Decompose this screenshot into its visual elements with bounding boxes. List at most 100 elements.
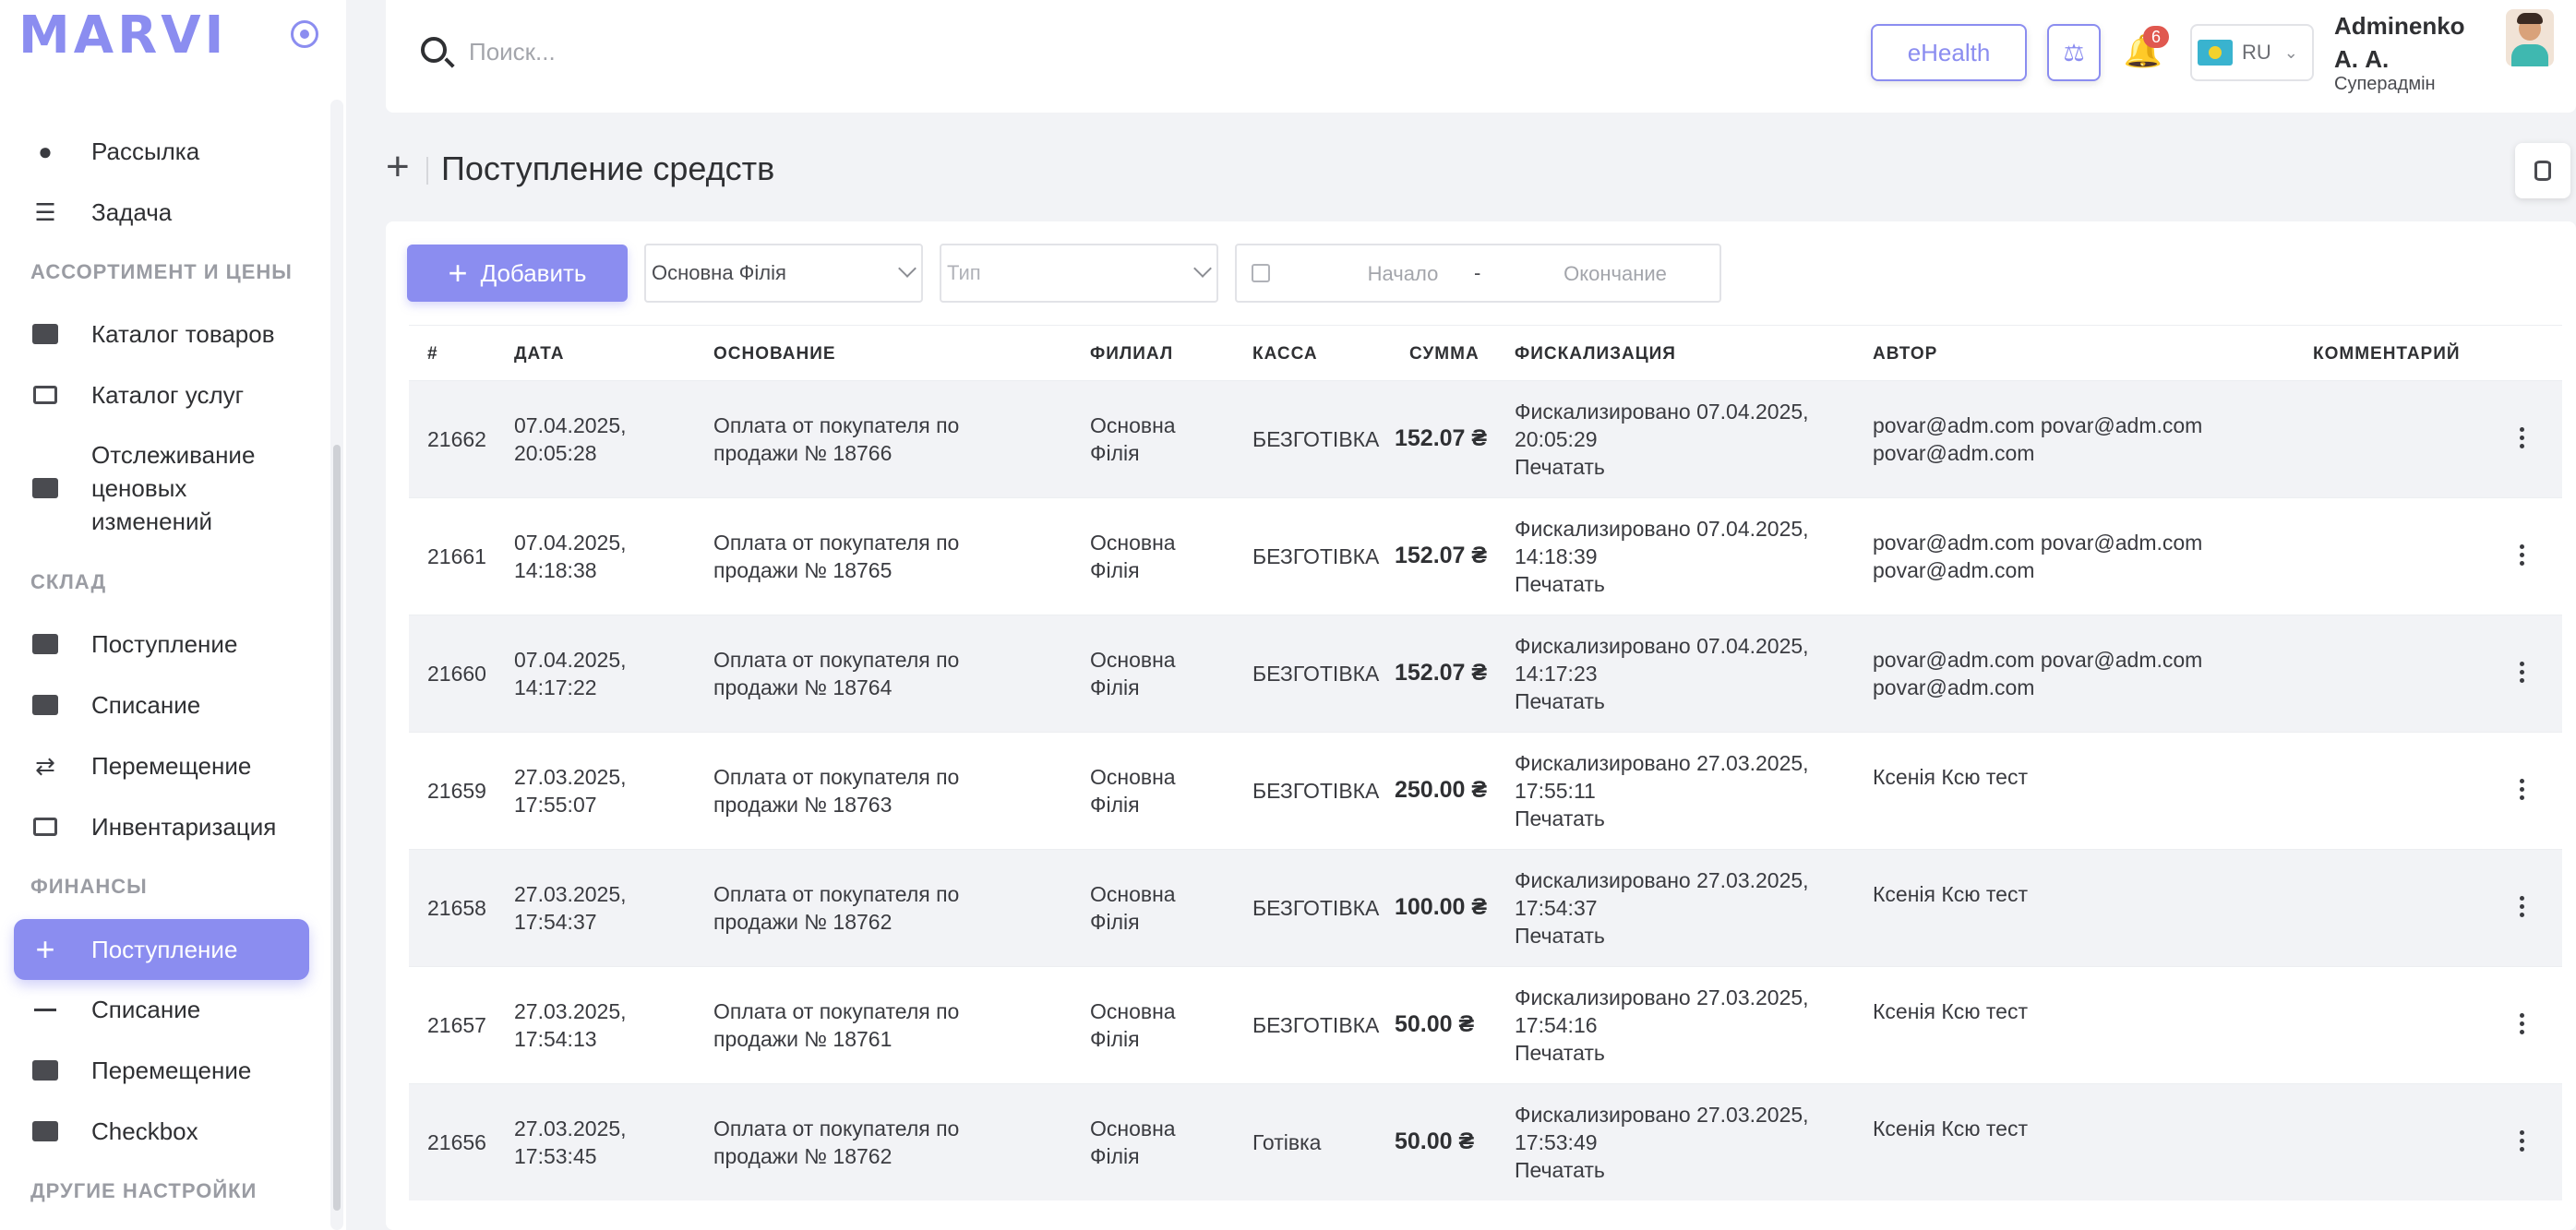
sidebar-item-warehouse-writeoff[interactable]: Списание xyxy=(14,688,309,722)
transfer-arrows-icon: ⇄ xyxy=(35,751,55,780)
section-assortment: АССОРТИМЕНТ И ЦЕНЫ xyxy=(30,260,293,283)
row-author: Ксенія Ксю тест xyxy=(1873,882,2028,906)
print-link[interactable]: Печатать xyxy=(1515,572,1605,596)
date-range-picker[interactable]: Начало - Окончание xyxy=(1235,244,1721,303)
language-select[interactable]: RU ⌄ xyxy=(2190,24,2314,81)
search-input[interactable] xyxy=(469,31,1207,72)
table-row[interactable]: 21659 27.03.2025, 17:55:07 Оплата от пок… xyxy=(409,732,2562,849)
row-fiscalization: Фискализировано 07.04.2025, xyxy=(1515,634,1809,658)
marvi-logo[interactable]: MARVI xyxy=(18,6,228,66)
row-fiscalization: Фискализировано 27.03.2025, xyxy=(1515,868,1809,892)
page-title: Поступление средств xyxy=(441,149,775,187)
sidebar-item-price-tracking[interactable]: Отслеживание ценовых изменений xyxy=(14,437,309,539)
row-actions-icon[interactable] xyxy=(2520,1013,2525,1038)
user-name[interactable]: Adminenko А. А. xyxy=(2334,12,2465,73)
sidebar-item-service-catalog[interactable]: Каталог услуг xyxy=(14,378,309,412)
print-link[interactable]: Печатать xyxy=(1515,924,1605,948)
column-header-fiscalization[interactable]: ФИСКАЛИЗАЦИЯ xyxy=(1515,344,1676,364)
table-row[interactable]: 21660 07.04.2025, 14:17:22 Оплата от пок… xyxy=(409,615,2562,732)
date-end-input[interactable]: Окончание xyxy=(1564,262,1667,285)
row-date: 27.03.2025, xyxy=(514,882,627,906)
row-actions-icon[interactable] xyxy=(2520,544,2525,569)
column-header-id[interactable]: # xyxy=(427,344,438,364)
row-fiscalization-time: 14:17:23 xyxy=(1515,662,1598,686)
sidebar-scrollbar-thumb[interactable] xyxy=(333,445,341,1211)
print-link[interactable]: Печатать xyxy=(1515,689,1605,713)
plus-icon: + xyxy=(35,930,55,968)
column-header-comment[interactable]: КОММЕНТАРИЙ xyxy=(2313,344,2461,364)
sidebar-item-checkbox[interactable]: Checkbox xyxy=(14,1115,309,1148)
sidebar-collapse-icon[interactable] xyxy=(291,20,318,48)
print-link[interactable]: Печатать xyxy=(1515,1041,1605,1065)
money-transfer-icon xyxy=(30,1057,60,1083)
row-sum: 250.00 ₴ xyxy=(1395,777,1488,803)
sidebar-item-inventory[interactable]: Инвентаризация xyxy=(14,810,309,843)
row-cashbox: БЕЗГОТІВКА xyxy=(1252,779,1380,803)
date-separator: - xyxy=(1474,261,1481,284)
avatar[interactable] xyxy=(2506,9,2554,66)
table-header: # ДАТА ОСНОВАНИЕ ФИЛИАЛ КАССА СУММА ФИСК… xyxy=(409,325,2562,380)
row-fiscalization-time: 17:54:37 xyxy=(1515,896,1598,920)
print-link[interactable]: Печатать xyxy=(1515,1158,1605,1182)
table-row[interactable]: 21662 07.04.2025, 20:05:28 Оплата от пок… xyxy=(409,380,2562,497)
scales-icon: ⚖ xyxy=(2063,38,2085,66)
sidebar-item-finance-receipt[interactable]: + Поступление xyxy=(14,919,309,980)
add-button[interactable]: + Добавить xyxy=(407,245,628,302)
row-actions-icon[interactable] xyxy=(2520,427,2525,452)
row-actions-icon[interactable] xyxy=(2520,1130,2525,1155)
row-time: 14:18:38 xyxy=(514,558,597,582)
table-row[interactable]: 21658 27.03.2025, 17:54:37 Оплата от пок… xyxy=(409,849,2562,966)
row-branch: Основна xyxy=(1090,531,1176,555)
row-basis: Оплата от покупателя по xyxy=(713,765,960,789)
row-id: 21662 xyxy=(427,427,486,451)
checklist-icon: ☰ xyxy=(34,197,56,226)
row-id: 21658 xyxy=(427,896,486,920)
kazakhstan-flag-icon xyxy=(2198,40,2233,66)
row-sum: 152.07 ₴ xyxy=(1395,425,1488,451)
sidebar-item-product-catalog[interactable]: Каталог товаров xyxy=(14,317,309,351)
search-icon[interactable] xyxy=(421,37,447,63)
row-cashbox: БЕЗГОТІВКА xyxy=(1252,544,1380,568)
column-header-cashbox[interactable]: КАССА xyxy=(1252,344,1318,364)
table-row[interactable]: 21661 07.04.2025, 14:18:38 Оплата от пок… xyxy=(409,497,2562,615)
column-header-sum[interactable]: СУММА xyxy=(1409,344,1480,364)
print-link[interactable]: Печатать xyxy=(1515,806,1605,830)
ehealth-button[interactable]: eHealth xyxy=(1871,24,2027,81)
row-author-extra: povar@adm.com xyxy=(1873,558,2035,582)
row-time: 17:54:13 xyxy=(514,1027,597,1051)
scales-button[interactable]: ⚖ xyxy=(2047,24,2101,81)
row-branch-suffix: Філія xyxy=(1090,558,1140,582)
row-branch-suffix: Філія xyxy=(1090,1027,1140,1051)
row-actions-icon[interactable] xyxy=(2520,662,2525,687)
sidebar-item-finance-transfer[interactable]: Перемещение xyxy=(14,1054,309,1087)
row-fiscalization: Фискализировано 07.04.2025, xyxy=(1515,400,1809,424)
chevron-down-icon xyxy=(1193,259,1212,278)
row-author: povar@adm.com povar@adm.com xyxy=(1873,531,2203,555)
sidebar-item-task[interactable]: ☰ Задача xyxy=(14,196,309,229)
row-branch-suffix: Філія xyxy=(1090,441,1140,465)
row-basis: Оплата от покупателя по xyxy=(713,1117,960,1140)
sidebar-item-finance-writeoff[interactable]: Списание xyxy=(14,993,309,1026)
sidebar-item-warehouse-receipt[interactable]: Поступление xyxy=(14,627,309,661)
database-tool-button[interactable] xyxy=(2515,143,2570,198)
column-header-date[interactable]: ДАТА xyxy=(514,344,565,364)
sidebar-item-mailing[interactable]: ● Рассылка xyxy=(14,135,309,168)
chevron-down-icon: ⌄ xyxy=(2283,42,2298,62)
row-time: 17:54:37 xyxy=(514,910,597,934)
column-header-author[interactable]: АВТОР xyxy=(1873,344,1938,364)
row-actions-icon[interactable] xyxy=(2520,896,2525,921)
table-row[interactable]: 21657 27.03.2025, 17:54:13 Оплата от пок… xyxy=(409,966,2562,1083)
sidebar-item-label: Рассылка xyxy=(91,137,200,165)
column-header-basis[interactable]: ОСНОВАНИЕ xyxy=(713,344,836,364)
type-select[interactable]: Тип xyxy=(940,244,1218,303)
table-row[interactable]: 21656 27.03.2025, 17:53:45 Оплата от пок… xyxy=(409,1083,2562,1200)
row-basis-sale: продажи № 18761 xyxy=(713,1027,893,1051)
sidebar-item-warehouse-transfer[interactable]: ⇄ Перемещение xyxy=(14,749,309,782)
branch-select[interactable]: Основна Філія xyxy=(644,244,923,303)
date-start-input[interactable]: Начало xyxy=(1367,262,1439,285)
print-link[interactable]: Печатать xyxy=(1515,455,1605,479)
row-actions-icon[interactable] xyxy=(2520,779,2525,804)
column-header-branch[interactable]: ФИЛИАЛ xyxy=(1090,344,1174,364)
page-plus-icon[interactable]: + xyxy=(386,144,410,189)
row-fiscalization: Фискализировано 27.03.2025, xyxy=(1515,985,1809,1009)
